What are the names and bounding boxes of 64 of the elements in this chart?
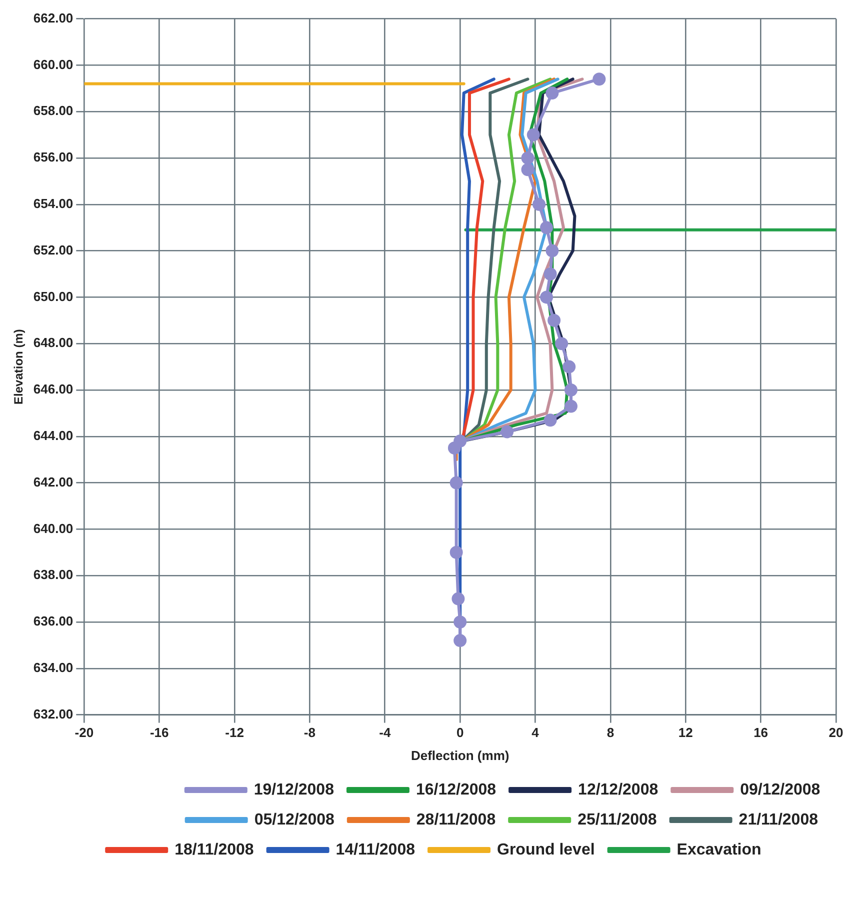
legend-label: Ground level	[497, 841, 595, 858]
point	[526, 128, 540, 142]
point	[546, 86, 559, 100]
x-tick-label: 20	[828, 725, 844, 740]
point	[548, 314, 561, 327]
point	[521, 152, 534, 164]
point	[546, 244, 559, 258]
legend-label: 05/12/2008	[254, 811, 335, 828]
y-tick-label: 652.00	[33, 242, 74, 258]
y-tick-label: 650.00	[33, 288, 74, 304]
x-axis-title: Deflection (mm)	[410, 748, 510, 763]
y-tick-label: 658.00	[33, 103, 74, 118]
legend-label: 21/11/2008	[738, 811, 818, 828]
point	[540, 221, 554, 234]
legend-label: 28/11/2008	[416, 811, 496, 828]
legend-label: 18/11/2008	[174, 841, 254, 858]
point	[592, 72, 606, 86]
point	[540, 290, 554, 304]
point	[555, 337, 568, 350]
y-tick-label: 648.00	[33, 335, 74, 350]
x-tick-label: 16	[754, 725, 768, 740]
legend-label: 14/11/2008	[336, 841, 416, 858]
y-tick-label: 646.00	[33, 382, 74, 397]
point	[544, 414, 557, 427]
x-tick-label: -4	[379, 725, 392, 740]
legend-label: 12/12/2008	[578, 781, 658, 798]
point	[450, 546, 463, 559]
x-tick-label: -12	[225, 725, 244, 740]
y-tick-label: 642.00	[33, 474, 74, 490]
y-tick-label: 634.00	[33, 660, 74, 675]
x-tick-label: -20	[74, 725, 94, 740]
point	[564, 384, 578, 396]
legend-label: Excavation	[676, 841, 762, 858]
x-tick-label: -8	[304, 725, 316, 740]
point	[544, 268, 557, 280]
point	[532, 198, 546, 211]
y-tick-label: 636.00	[33, 614, 74, 629]
x-tick-label: 4	[532, 725, 540, 740]
x-tick-label: 8	[606, 725, 614, 740]
legend-label: 19/12/2008	[254, 781, 334, 798]
legend-label: 16/12/2008	[416, 781, 496, 798]
y-tick-label: 640.00	[33, 520, 74, 536]
point	[448, 442, 461, 454]
x-tick-label: -16	[150, 725, 169, 740]
point	[454, 634, 467, 648]
legend-label: 09/12/2008	[740, 781, 820, 798]
y-tick-label: 660.00	[33, 56, 74, 72]
y-axis-title: Elevation (m)	[12, 329, 26, 404]
point	[562, 360, 576, 374]
point	[452, 592, 465, 606]
point	[450, 476, 463, 490]
point	[521, 163, 534, 176]
y-tick-label: 638.00	[33, 567, 74, 582]
y-tick-label: 654.00	[33, 196, 74, 211]
y-tick-label: 644.00	[33, 428, 74, 443]
point	[454, 616, 467, 628]
y-tick-label: 632.00	[33, 706, 74, 722]
y-tick-label: 656.00	[33, 150, 74, 165]
point	[564, 400, 578, 413]
legend-label: 25/11/2008	[578, 811, 657, 828]
x-tick-label: 12	[678, 725, 693, 740]
point	[500, 425, 514, 438]
y-tick-label: 662.00	[33, 10, 74, 26]
x-tick-label: 0	[456, 725, 464, 740]
